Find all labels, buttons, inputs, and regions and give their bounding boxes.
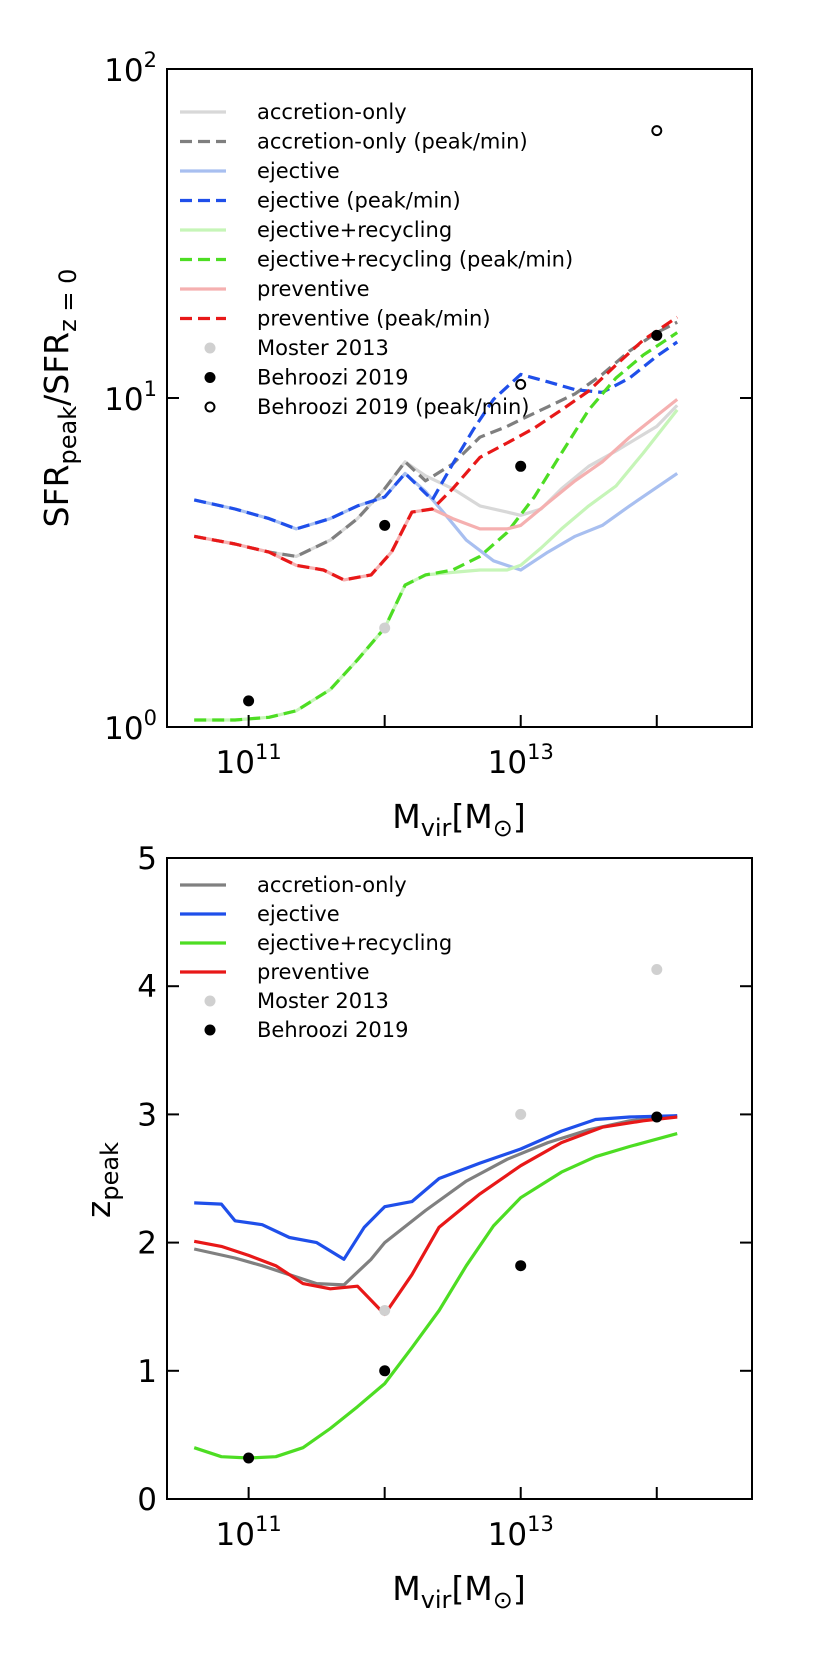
bottom-legend-marker-behroozi-2019 (204, 1024, 216, 1036)
bottom-point-behroozi-2019-2 (515, 1260, 527, 1272)
top-y-tick-label: 100 (104, 706, 157, 747)
top-line-ejective-recycling-peak-min (194, 331, 679, 722)
top-legend-label-accretion-only-peak-min: accretion-only (peak/min) (257, 130, 528, 154)
top-point-moster-2013-0 (379, 622, 391, 634)
top-point-behroozi-2019-peak-min-0 (515, 378, 527, 390)
top-legend-label-ejective-peak-min: ejective (peak/min) (257, 189, 461, 213)
top-legend: accretion-only accretion-only (peak/min) e… (180, 100, 573, 419)
top-legend-marker-behroozi-2019 (204, 372, 216, 383)
top-x-tick-label: 1013 (488, 740, 554, 781)
bottom-line-accretion-only (193, 1114, 678, 1287)
top-legend-marker-behroozi-2019-peak-min (204, 401, 216, 413)
bottom-legend-marker-moster-2013 (204, 995, 216, 1007)
bottom-line-ejective (194, 1114, 678, 1261)
top-line-preventive-peak-min (193, 315, 679, 582)
top-point-behroozi-2019-2 (515, 460, 527, 472)
bottom-line-preventive (193, 1115, 678, 1316)
top-point-behroozi-2019-peak-min-1 (651, 125, 663, 137)
bottom-ticks-group: 1011 1013 0 1 2 3 4 5 (137, 841, 752, 1553)
bottom-y-tick-label: 2 (137, 1226, 157, 1262)
top-legend-label-behroozi-2019-peak-min: Behroozi 2019 (peak/min) (257, 395, 530, 419)
bottom-y-tick-label: 3 (137, 1097, 157, 1133)
bottom-legend-label-behroozi-2019: Behroozi 2019 (257, 1018, 408, 1042)
bottom-plot-frame (166, 857, 753, 1500)
top-legend-label-behroozi-2019: Behroozi 2019 (257, 366, 408, 390)
bottom-y-axis-label: zpeak (79, 1142, 124, 1218)
top-legend-label-ejective-recycling-peak-min: ejective+recycling (peak/min) (257, 248, 573, 272)
bottom-line-ejective-recycling (193, 1132, 678, 1460)
top-point-behroozi-2019-1 (379, 519, 391, 531)
top-y-axis-label: SFRpeak/SFRz = 0 (37, 269, 82, 528)
top-y-tick-label: 102 (104, 48, 157, 89)
bottom-panel: 1011 1013 0 1 2 3 4 5 accretion-only ejective eje… (79, 841, 753, 1614)
bottom-x-tick-label: 1013 (488, 1512, 554, 1553)
bottom-y-tick-label: 5 (137, 841, 157, 877)
bottom-legend: accretion-only ejective ejective+recycling… (180, 873, 452, 1042)
top-points-group (243, 125, 663, 707)
bottom-y-tick-label: 0 (137, 1482, 157, 1518)
top-legend-label-accretion-only: accretion-only (257, 100, 407, 124)
bottom-legend-label-ejective-recycling: ejective+recycling (257, 931, 452, 955)
bottom-point-behroozi-2019-1 (379, 1365, 391, 1377)
bottom-point-moster-2013-2 (651, 964, 663, 975)
bottom-point-moster-2013-0 (379, 1305, 391, 1316)
top-legend-label-preventive: preventive (257, 277, 370, 301)
bottom-legend-label-preventive: preventive (257, 960, 370, 984)
top-series-group (193, 315, 679, 722)
top-legend-label-preventive-peak-min: preventive (peak/min) (257, 307, 491, 331)
top-line-ejective (193, 471, 679, 572)
top-x-axis-label: Mvir[M⊙] (392, 797, 526, 842)
bottom-y-tick-label: 4 (137, 969, 157, 1005)
bottom-legend-label-accretion-only: accretion-only (257, 873, 407, 897)
bottom-point-behroozi-2019-0 (243, 1452, 255, 1464)
top-legend-label-moster-2013: Moster 2013 (257, 336, 389, 360)
top-legend-label-ejective-recycling: ejective+recycling (257, 218, 452, 242)
top-x-tick-label: 1011 (216, 740, 282, 781)
top-point-behroozi-2019-3 (651, 329, 663, 341)
top-legend-label-ejective: ejective (257, 159, 340, 183)
bottom-y-tick-label: 1 (137, 1354, 157, 1390)
bottom-series-group (193, 1114, 678, 1460)
top-line-accretion-only (193, 404, 679, 558)
bottom-points-group (243, 964, 663, 1464)
top-legend-marker-moster-2013 (204, 342, 216, 354)
bottom-x-tick-label: 1011 (216, 1512, 282, 1553)
bottom-legend-label-ejective: ejective (257, 902, 340, 926)
top-ticks-group: 1011 1013 100 101 102 (104, 48, 752, 781)
bottom-point-behroozi-2019-3 (651, 1111, 663, 1123)
bottom-point-moster-2013-1 (515, 1108, 527, 1120)
bottom-x-axis-label: Mvir[M⊙] (392, 1569, 526, 1614)
top-y-tick-label: 101 (104, 377, 157, 418)
top-point-behroozi-2019-0 (243, 695, 255, 707)
bottom-legend-label-moster-2013: Moster 2013 (257, 989, 389, 1013)
top-line-ejective-recycling (194, 408, 679, 722)
